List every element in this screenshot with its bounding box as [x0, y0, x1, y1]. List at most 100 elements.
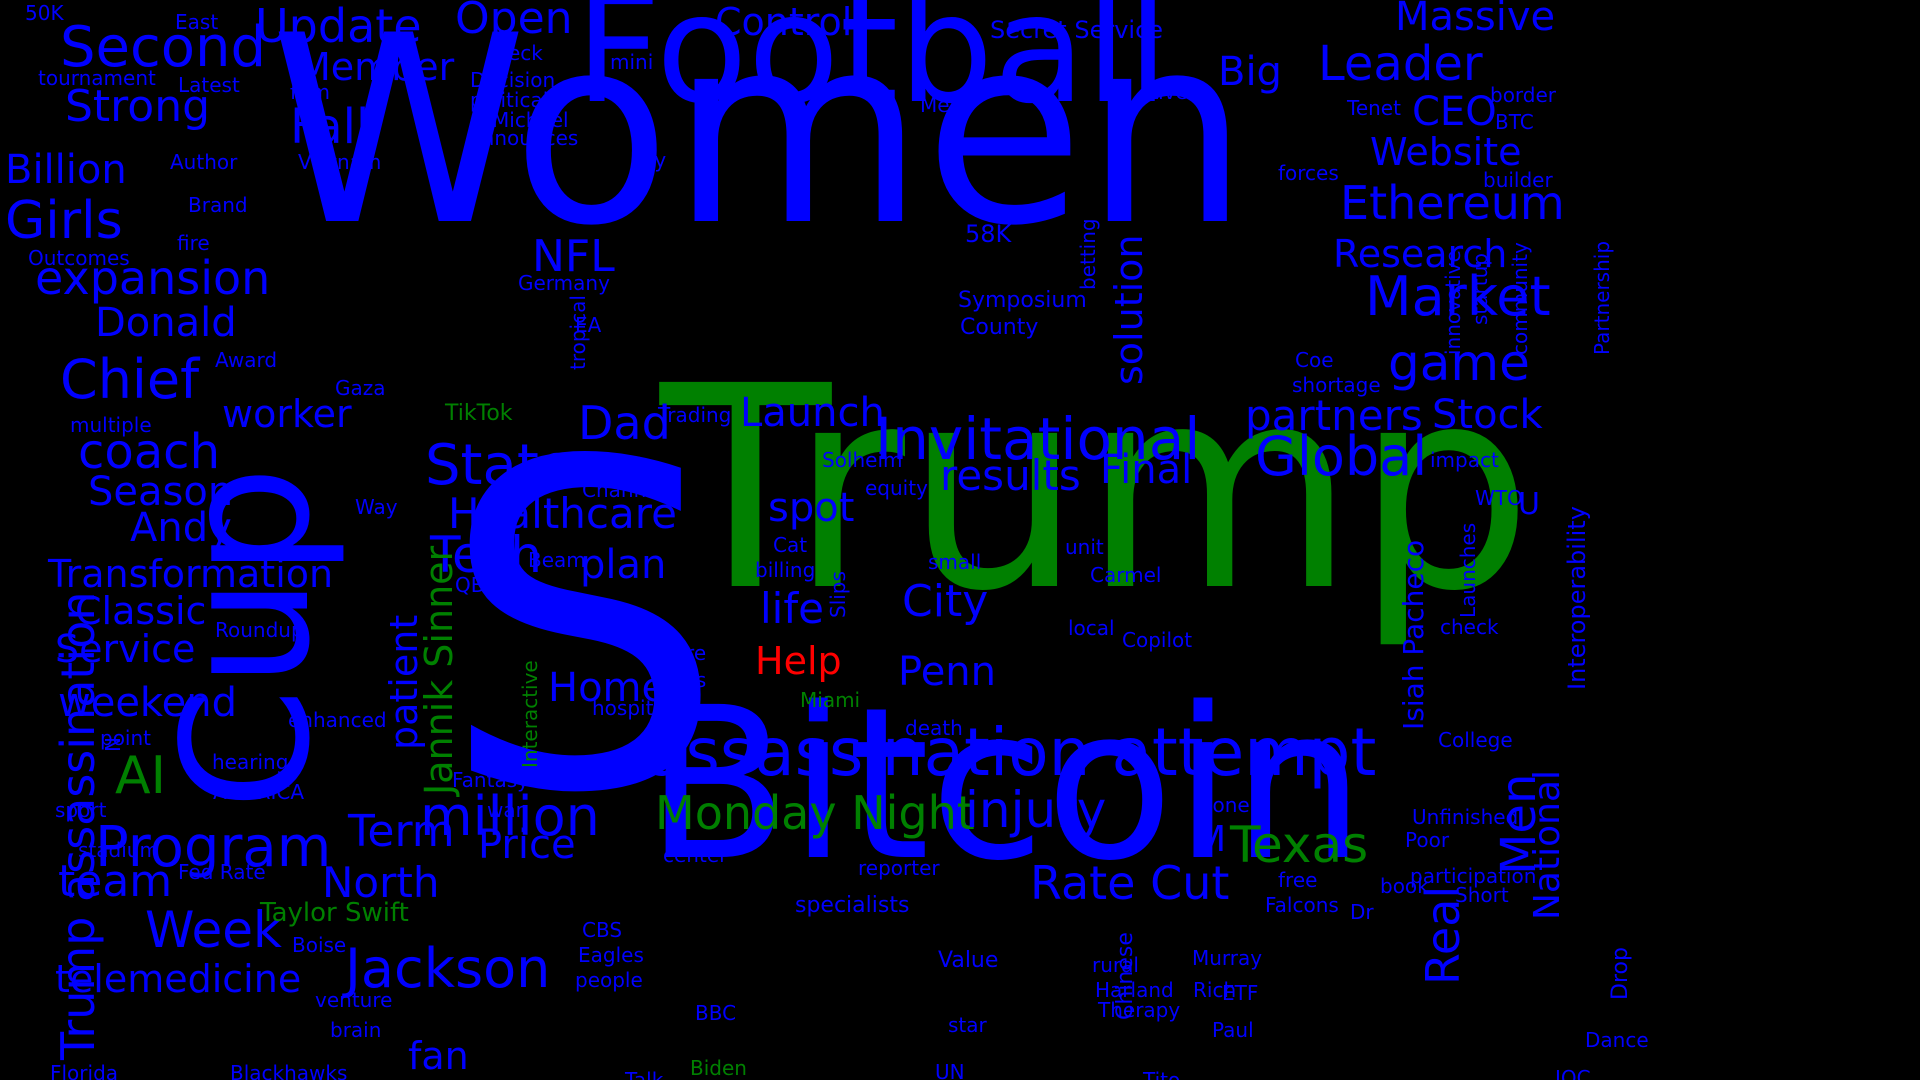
word-leader: Leader — [1318, 36, 1483, 92]
word-point: point — [100, 726, 152, 750]
word-star: star — [948, 1013, 987, 1037]
word-east: East — [175, 10, 219, 34]
word-unfinished: Unfinished — [1412, 805, 1519, 829]
word-classic: Classic — [75, 589, 207, 633]
word-life: life — [760, 584, 824, 633]
word-miami: Miami — [800, 688, 861, 712]
word-sport: sport — [55, 798, 107, 822]
word-ioc: IOC — [1555, 1066, 1591, 1080]
word-college: College — [1438, 728, 1513, 752]
word-wto: WTO — [1475, 486, 1523, 510]
word-eagles: Eagles — [578, 943, 644, 967]
word-drop: Drop — [1608, 947, 1633, 1000]
word-transformation: Transformation — [48, 552, 334, 596]
word-partnership: Partnership — [1590, 240, 1614, 355]
word-high: high — [605, 453, 649, 477]
word-tech: Tech — [430, 526, 542, 584]
word-tropical: tropical — [566, 295, 590, 370]
word-startup: startup — [1468, 253, 1492, 325]
word-zone: zone — [1202, 793, 1250, 817]
word-tournament: tournament — [38, 66, 156, 90]
word-north: North — [322, 858, 440, 907]
word-death: death — [905, 716, 963, 740]
word-billing: billing — [755, 558, 816, 582]
word-patient: patient — [382, 614, 426, 750]
word-s: S — [440, 368, 726, 892]
word-telemedicine: telemedicine — [55, 957, 302, 1001]
word-launches: Launches — [1456, 522, 1480, 618]
word-member: Member — [298, 45, 455, 89]
word-award: Award — [215, 348, 278, 372]
word-partners: partners — [1245, 391, 1423, 440]
word-plan: plan — [580, 542, 667, 588]
word-community: community — [1508, 242, 1532, 355]
word-btc: BTC — [1495, 110, 1534, 134]
word-ceo: CEO — [1412, 89, 1497, 135]
word-andy: Andy — [130, 505, 232, 551]
word-check: check — [1440, 615, 1499, 639]
word-massive: Massive — [1395, 0, 1556, 40]
word-tiktok: TikTok — [445, 401, 513, 426]
word-results: results — [940, 451, 1081, 500]
word-girls: Girls — [5, 191, 123, 251]
word-cbs: CBS — [582, 918, 623, 942]
word-michael: Michael — [492, 108, 569, 132]
word-key: Key — [630, 148, 667, 172]
word-healthcare: Healthcare — [448, 489, 677, 538]
word-fall: Fall — [290, 99, 370, 155]
word-latest: Latest — [178, 73, 240, 97]
word-biden: Biden — [690, 1056, 747, 1080]
word-football: Football — [575, 0, 1169, 137]
word-website: Website — [1370, 130, 1522, 174]
word-help: Help — [755, 639, 842, 683]
word-copilot: Copilot — [1122, 628, 1193, 652]
word-beam: Beam — [528, 548, 586, 572]
word-boise: Boise — [292, 933, 347, 957]
word-betting: betting — [1076, 218, 1100, 290]
word-women: Women — [270, 0, 1249, 283]
word-update: Update — [255, 0, 422, 53]
word-border: border — [1490, 83, 1557, 107]
word-bitcoin: Bitcoin — [645, 662, 1366, 907]
word-vietnam: Vietnam — [298, 150, 382, 174]
word-million: million — [420, 785, 600, 848]
word-brand: Brand — [188, 193, 248, 217]
word-way: Way — [355, 495, 398, 519]
word-dad: Dad — [578, 396, 671, 450]
word-fed-rate: Fed Rate — [178, 860, 266, 884]
word-season: Season — [88, 469, 234, 515]
word-carmel: Carmel — [1090, 563, 1162, 587]
word-slips: Slips — [826, 571, 850, 618]
word-billion: Billion — [5, 147, 127, 193]
word-county: County — [960, 315, 1039, 340]
word-state: State — [425, 433, 574, 498]
word-penn: Penn — [898, 649, 997, 695]
word-enhanced: enhanced — [288, 708, 387, 732]
word-participation: participation — [1410, 864, 1537, 888]
word-fantasy: Fantasy — [452, 768, 529, 792]
word-dance: Dance — [1585, 1028, 1649, 1052]
word-trump-assassination: Trump assassination — [51, 591, 105, 1060]
word-forces: forces — [1278, 161, 1339, 185]
word-mini: mini — [610, 50, 654, 74]
word-harland: Harland — [1095, 978, 1174, 1002]
word-50k: 50K — [25, 1, 64, 25]
word-america: AMERICA — [213, 780, 305, 804]
word-un: UN — [935, 1060, 965, 1080]
word-u: U — [1518, 487, 1540, 522]
word-gaza: Gaza — [335, 376, 386, 400]
word-meet: Meet — [920, 93, 970, 117]
word-small: small — [928, 550, 982, 574]
word-innovative: innovative — [1441, 250, 1465, 355]
word-texas: Texas — [1230, 816, 1369, 874]
word-program: Program — [95, 815, 332, 880]
word-builder: builder — [1483, 168, 1553, 192]
word-monday-night: Monday Night — [655, 786, 975, 840]
word-control: Control — [715, 0, 853, 44]
word-research: Research — [1333, 232, 1508, 276]
word-free: free — [1278, 868, 1318, 892]
word-final: Final — [1100, 447, 1193, 493]
word-week: Week — [145, 901, 282, 959]
word-injury: injury — [965, 781, 1107, 839]
